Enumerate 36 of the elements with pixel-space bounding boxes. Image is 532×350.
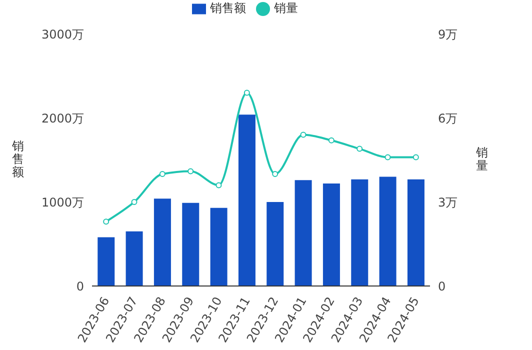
bar — [238, 114, 256, 286]
bar — [379, 176, 396, 286]
point — [216, 182, 222, 188]
bar — [294, 180, 312, 286]
y2-tick-label: 9万 — [438, 27, 458, 42]
bar — [407, 179, 424, 286]
point — [356, 146, 363, 152]
y2-axis-title: 销量 — [475, 146, 488, 173]
y-tick-label: 2000万 — [41, 111, 84, 126]
bar — [126, 231, 143, 286]
bar — [210, 208, 228, 286]
bar — [98, 237, 115, 286]
bar — [266, 202, 284, 286]
y-tick-label: 1000万 — [41, 195, 84, 210]
point — [300, 132, 306, 138]
point — [244, 90, 250, 96]
bar — [182, 202, 200, 286]
bar — [154, 198, 171, 286]
point — [131, 199, 138, 205]
point — [384, 154, 391, 160]
bar — [322, 184, 340, 286]
legend-label: 销量 — [274, 1, 298, 15]
y-tick-label: 3000万 — [41, 27, 84, 42]
y2-tick-label: 3万 — [438, 195, 458, 210]
legend-label: 销售额 — [210, 1, 246, 15]
y2-tick-label: 0 — [438, 279, 446, 294]
point — [188, 168, 194, 174]
y-axis-title: 销售额 — [11, 139, 24, 180]
y-tick-label: 0 — [76, 279, 84, 294]
point — [412, 154, 419, 160]
point — [272, 171, 278, 177]
bar — [351, 179, 368, 286]
point — [103, 218, 110, 225]
point — [328, 137, 334, 144]
y2-tick-label: 6万 — [438, 111, 458, 126]
point — [159, 171, 166, 177]
